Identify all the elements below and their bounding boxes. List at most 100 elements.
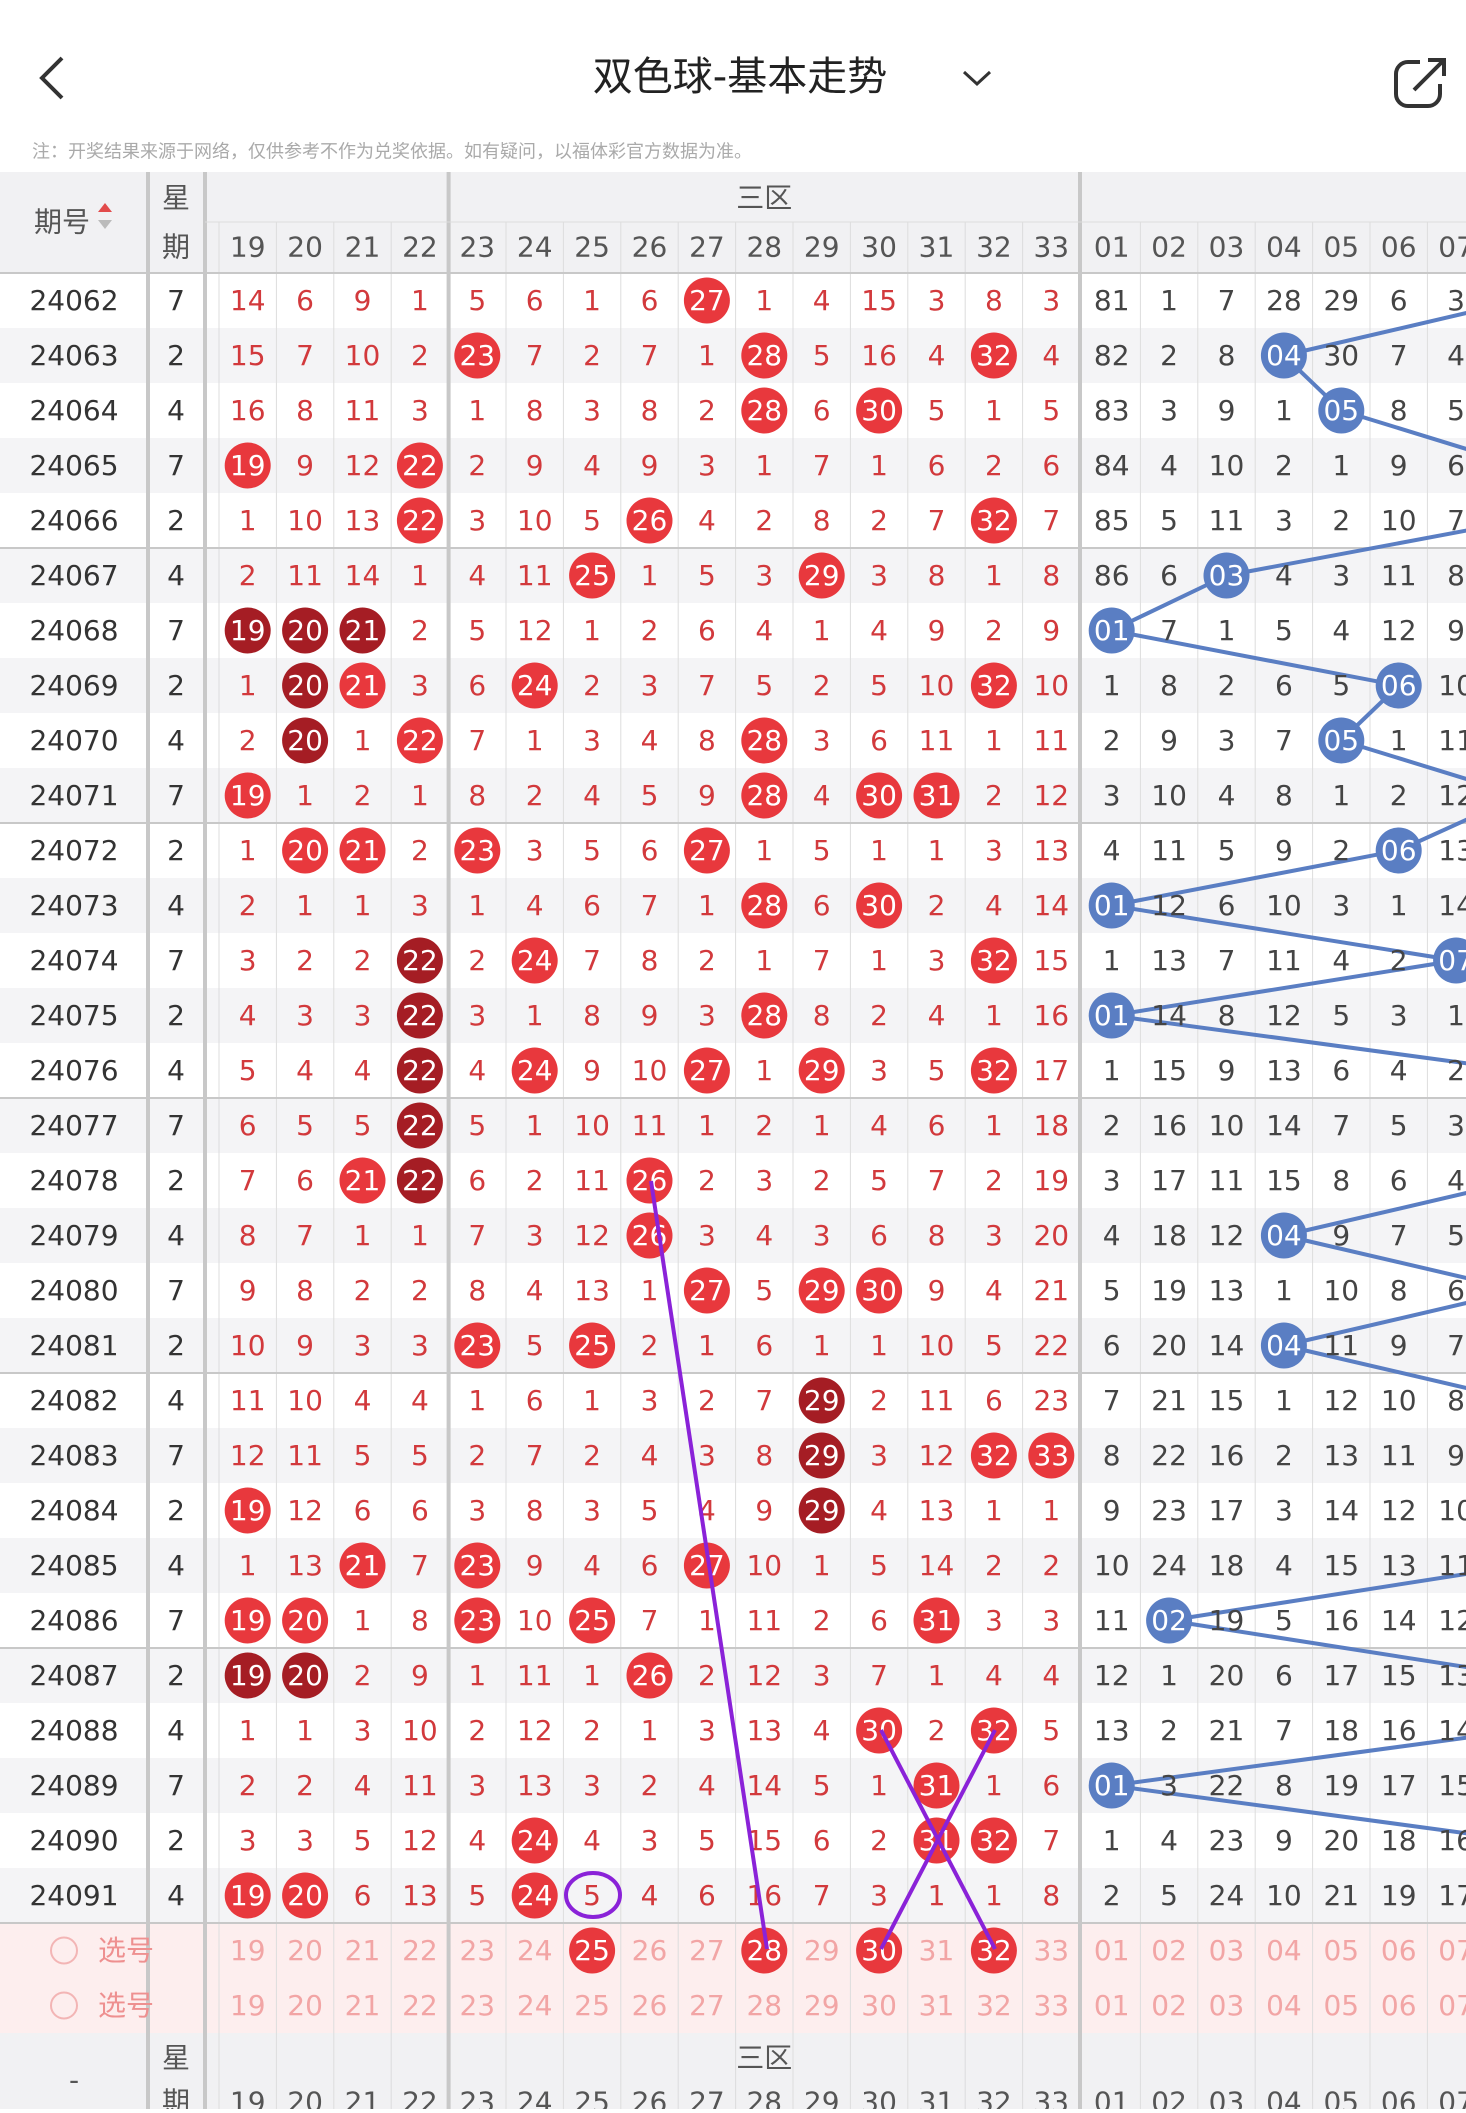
red-cell: 4: [1042, 339, 1060, 372]
red-cell: 6: [813, 889, 831, 922]
select-number[interactable]: 28: [746, 1989, 782, 2022]
select-number[interactable]: 31: [919, 1989, 955, 2022]
period-header[interactable]: 期号: [34, 206, 90, 239]
red-cell: 2: [468, 1439, 486, 1472]
red-cell: 3: [296, 999, 314, 1032]
red-cell: 22: [402, 999, 438, 1032]
select-number[interactable]: 32: [976, 1989, 1012, 2022]
red-cell: 2: [928, 889, 946, 922]
select-number[interactable]: 26: [632, 1989, 668, 2022]
select-number[interactable]: 05: [1323, 1934, 1359, 1967]
blue-cell: 1: [1447, 999, 1465, 1032]
blue-cell: 14: [1381, 1604, 1417, 1637]
page-title[interactable]: 双色球-基本走势: [593, 54, 887, 100]
select-number[interactable]: 33: [1033, 1989, 1069, 2022]
select-number[interactable]: 25: [574, 1989, 610, 2022]
select-number[interactable]: 23: [459, 1934, 495, 1967]
select-number[interactable]: 22: [402, 1989, 438, 2022]
select-number[interactable]: 19: [230, 1989, 266, 2022]
red-cell: 8: [526, 394, 544, 427]
red-cell: 5: [354, 1109, 372, 1142]
red-cell: 1: [239, 1549, 257, 1582]
blue-cell: 8: [1275, 1769, 1293, 1802]
red-cell: 13: [746, 1714, 782, 1747]
red-cell: 4: [296, 1054, 314, 1087]
select-number[interactable]: 04: [1266, 1989, 1302, 2022]
red-cell: 1: [928, 834, 946, 867]
week: 4: [167, 1879, 185, 1912]
select-number[interactable]: 31: [919, 1934, 955, 1967]
select-number[interactable]: 33: [1033, 1934, 1069, 1967]
red-cell: 6: [354, 1879, 372, 1912]
select-number[interactable]: 20: [287, 1989, 323, 2022]
select-number[interactable]: 32: [976, 1934, 1012, 1967]
red-cell: 1: [813, 614, 831, 647]
red-cell: 7: [468, 1219, 486, 1252]
blue-cell: 3: [1332, 559, 1350, 592]
select-number[interactable]: 27: [689, 1934, 725, 1967]
red-cell: 1: [641, 1274, 659, 1307]
select-number[interactable]: 22: [402, 1934, 438, 1967]
select-number[interactable]: 19: [230, 1934, 266, 1967]
red-cell: 5: [698, 559, 716, 592]
select-number[interactable]: 01: [1094, 1934, 1130, 1967]
red-cell: 10: [746, 1549, 782, 1582]
red-cell: 12: [287, 1494, 323, 1527]
period: 24079: [29, 1219, 118, 1252]
select-number[interactable]: 01: [1094, 1989, 1130, 2022]
select-number[interactable]: 03: [1209, 1934, 1245, 1967]
red-cell: 4: [641, 724, 659, 757]
red-cell: 25: [574, 559, 610, 592]
red-cell: 4: [870, 614, 888, 647]
select-number[interactable]: 06: [1381, 1934, 1417, 1967]
select-number[interactable]: 02: [1151, 1989, 1187, 2022]
blue-cell: 6: [1390, 284, 1408, 317]
red-cell: 4: [354, 1384, 372, 1417]
blue-cell: 10: [1151, 779, 1187, 812]
red-cell: 2: [583, 339, 601, 372]
column-header: 21: [345, 2086, 381, 2110]
red-cell: 6: [698, 614, 716, 647]
blue-cell: 10: [1209, 449, 1245, 482]
select-number[interactable]: 29: [804, 1934, 840, 1967]
blue-cell: 4: [1275, 559, 1293, 592]
select-number[interactable]: 25: [574, 1934, 610, 1967]
select-number[interactable]: 24: [517, 1989, 553, 2022]
back-button[interactable]: [42, 58, 62, 98]
blue-cell: 9: [1390, 1329, 1408, 1362]
select-number[interactable]: 06: [1381, 1989, 1417, 2022]
select-number[interactable]: 27: [689, 1989, 725, 2022]
select-number[interactable]: 02: [1151, 1934, 1187, 1967]
select-number[interactable]: 26: [632, 1934, 668, 1967]
blue-cell: 7: [1390, 1219, 1408, 1252]
select-number[interactable]: 23: [459, 1989, 495, 2022]
blue-cell: 14: [1323, 1494, 1359, 1527]
week: 4: [167, 889, 185, 922]
select-number[interactable]: 05: [1323, 1989, 1359, 2022]
dropdown-icon[interactable]: [964, 72, 990, 84]
select-number[interactable]: 07: [1438, 1934, 1466, 1967]
select-number[interactable]: 21: [345, 1989, 381, 2022]
column-header: 31: [919, 231, 955, 264]
select-number[interactable]: 07: [1438, 1989, 1466, 2022]
red-cell: 21: [345, 1549, 381, 1582]
blue-cell: 12: [1266, 999, 1302, 1032]
blue-cell: 1: [1390, 889, 1408, 922]
select-number[interactable]: 30: [861, 1934, 897, 1967]
select-number[interactable]: 04: [1266, 1934, 1302, 1967]
red-cell: 7: [1042, 1824, 1060, 1857]
share-button[interactable]: [1396, 60, 1444, 106]
blue-cell: 17: [1151, 1164, 1187, 1197]
select-number[interactable]: 29: [804, 1989, 840, 2022]
red-cell: 12: [1033, 779, 1069, 812]
select-number[interactable]: 20: [287, 1934, 323, 1967]
select-number[interactable]: 30: [861, 1989, 897, 2022]
select-number[interactable]: 03: [1209, 1989, 1245, 2022]
red-cell: 2: [468, 1714, 486, 1747]
select-number[interactable]: 21: [345, 1934, 381, 1967]
red-cell: 21: [345, 669, 381, 702]
red-cell: 7: [296, 339, 314, 372]
select-number[interactable]: 24: [517, 1934, 553, 1967]
red-cell: 10: [287, 504, 323, 537]
red-cell: 1: [985, 1494, 1003, 1527]
